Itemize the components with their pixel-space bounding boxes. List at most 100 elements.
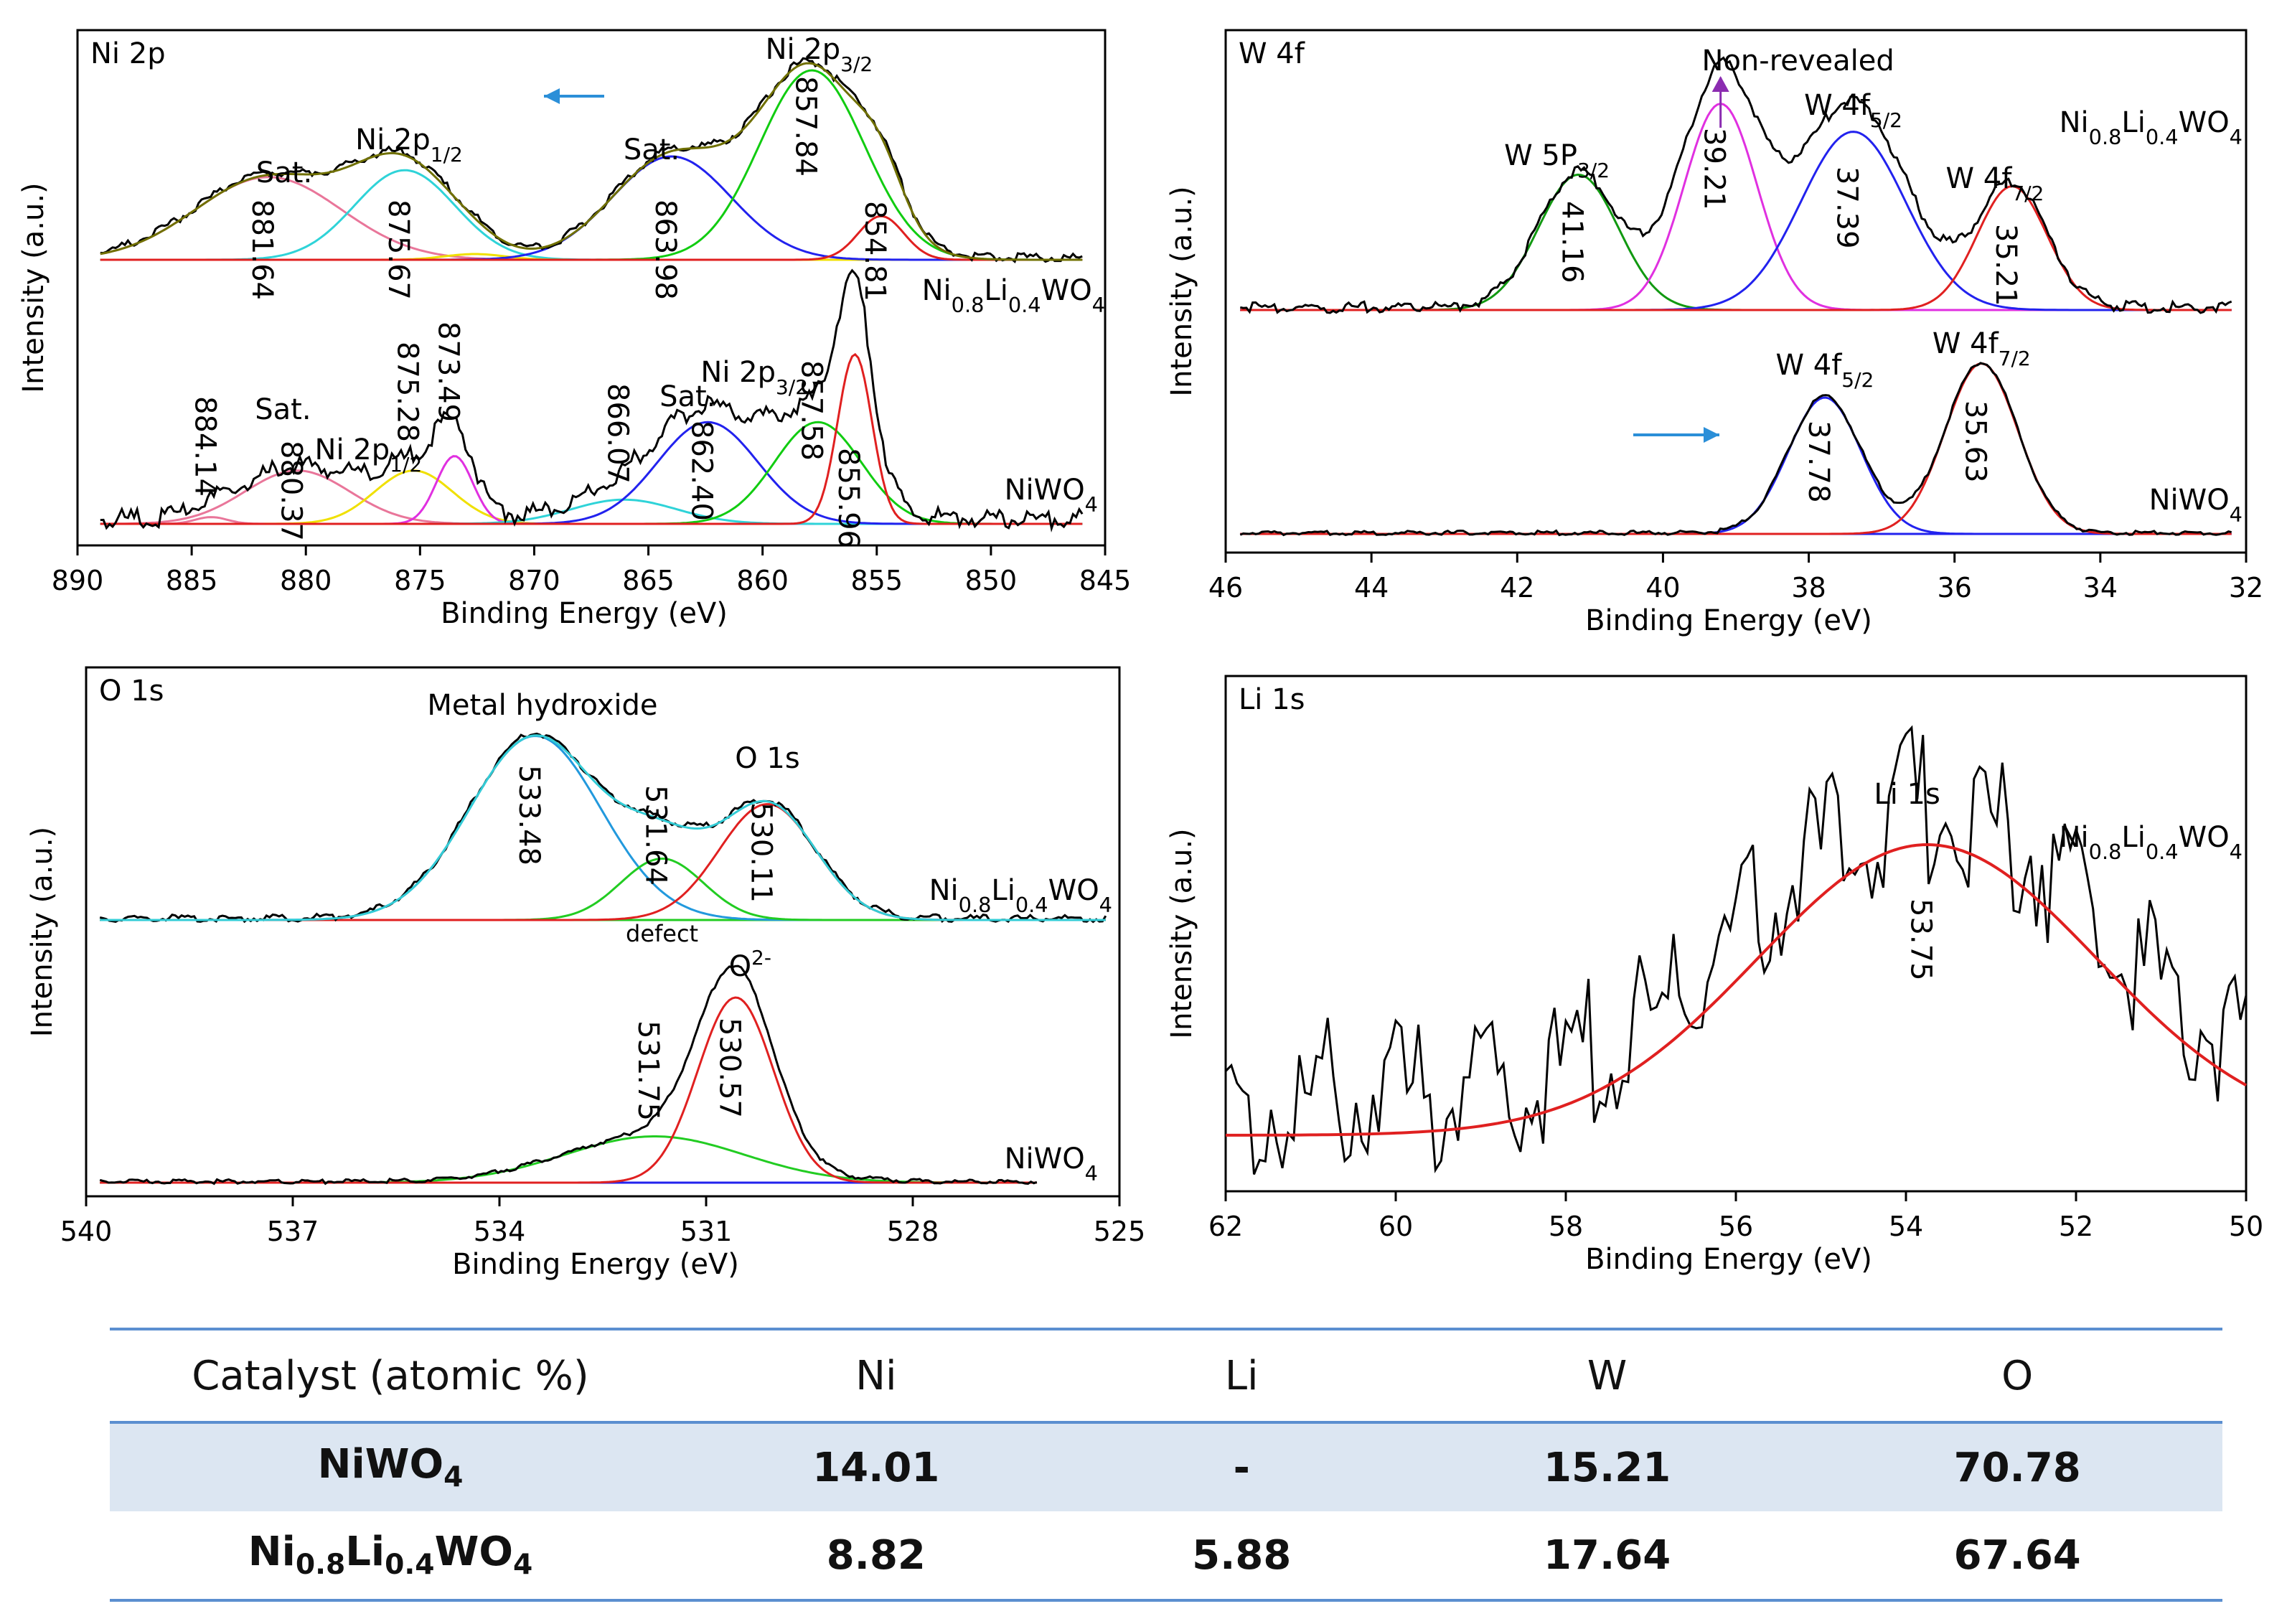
table-cell: 15.21 [1401, 1422, 1813, 1511]
catalyst-name-cell: NiWO4 [110, 1422, 671, 1511]
peak-position-label: 531.75 [631, 1020, 665, 1121]
x-tick-label: 525 [1094, 1216, 1146, 1247]
peak-annotation: W 4f7/2 [1946, 162, 2044, 205]
sample-label: NiWO4 [2149, 484, 2243, 527]
peak-position-label: 855.96 [832, 448, 865, 548]
non-revealed-annotation: Non-revealed [1702, 44, 1894, 78]
table-row: NiWO4 14.01 - 15.21 70.78 [110, 1422, 2222, 1511]
x-tick-label: 42 [1500, 572, 1534, 604]
peak-position-label: 862.40 [685, 421, 718, 521]
peak-annotation: W 4f5/2 [1775, 349, 1874, 392]
li1s-panel: 62 60 58 56 54 52 50 Binding Energy (eV) Intensi… [1165, 675, 2263, 1276]
plot-frame [1224, 29, 2248, 554]
x-tick-label: 62 [1208, 1211, 1243, 1242]
peak-position-label: 35.63 [1958, 400, 1991, 483]
y-axis-label: Intensity (a.u.) [1165, 828, 1198, 1038]
peak-annotation: Ni 2p3/2 [700, 356, 808, 399]
w4f-panel: 46 44 42 40 38 36 34 32 Binding Energy (eV) Inten… [1165, 29, 2263, 637]
x-axis-label: Binding Energy (eV) [441, 597, 728, 630]
table-cell: 8.82 [671, 1511, 1081, 1602]
x-axis-label: Binding Energy (eV) [452, 1248, 739, 1281]
peak-position-label: 884.14 [188, 396, 221, 497]
x-tick-label: 860 [736, 565, 789, 596]
raw-spectrum [1240, 56, 2232, 314]
table-cell: 5.88 [1081, 1511, 1402, 1602]
raw-spectrum [1239, 362, 2232, 537]
fit-component [100, 996, 1037, 1184]
peak-position-label: 37.78 [1802, 421, 1835, 503]
atomic-composition-table: Catalyst (atomic %) Ni Li W O NiWO4 14.0… [110, 1328, 2222, 1602]
x-tick-label: 40 [1645, 572, 1680, 604]
peak-position-label: 530.11 [744, 802, 777, 903]
peak-position-label: 873.49 [431, 321, 464, 422]
sample-label: Ni0.8Li0.4WO4 [922, 274, 1105, 317]
fit-component [1240, 131, 2232, 311]
fit-component [100, 215, 1083, 261]
ni2p-panel: 890 885 880 875 870 865 860 855 850 845 Binding En… [17, 29, 1131, 630]
peak-annotation: W 5P3/2 [1504, 139, 1610, 182]
x-axis-label: Binding Energy (eV) [1585, 604, 1872, 637]
peak-annotation: Li 1s [1874, 778, 1940, 811]
table-cell: 67.64 [1812, 1511, 2222, 1602]
peak-annotation: W 4f5/2 [1804, 89, 1902, 132]
raw-spectrum [99, 732, 1107, 924]
table-row: Ni0.8Li0.4WO4 8.82 5.88 17.64 67.64 [110, 1511, 2222, 1602]
y-axis-label: Intensity (a.u.) [1165, 186, 1198, 396]
raw-spectrum [1224, 725, 2248, 1175]
x-tick-label: 890 [52, 565, 104, 596]
fit-component [1240, 396, 2232, 535]
sample-label: Ni0.8Li0.4WO4 [929, 874, 1112, 917]
peak-annotation: W 4f7/2 [1933, 327, 2031, 370]
table-header-cell: W [1401, 1328, 1813, 1424]
x-tick-label: 36 [1938, 572, 1972, 604]
fit-component [100, 1135, 1037, 1184]
table-header-cell: O [1812, 1328, 2222, 1424]
peak-position-label: 857.58 [795, 360, 828, 461]
raw-spectrum [99, 964, 1038, 1186]
x-tick-label: 531 [680, 1216, 733, 1247]
fit-envelope [100, 62, 1083, 261]
table-cell: 70.78 [1812, 1422, 2222, 1511]
x-tick-label: 850 [965, 565, 1018, 596]
table-cell: 14.01 [671, 1422, 1081, 1511]
x-axis-label: Binding Energy (eV) [1585, 1243, 1872, 1276]
peak-position-label: 39.21 [1698, 128, 1731, 210]
table-header-row: Catalyst (atomic %) Ni Li W O [110, 1328, 2222, 1424]
peak-position-label: 533.48 [512, 765, 545, 865]
fit-component [100, 421, 1083, 525]
peak-position-label: 863.98 [649, 200, 682, 300]
x-tick-label: 46 [1208, 572, 1243, 604]
peak-position-label: 854.81 [858, 201, 891, 301]
peak-position-label: 35.21 [1989, 224, 2022, 306]
peak-position-label: 881.64 [245, 200, 278, 300]
peak-position-label: 530.57 [713, 1018, 746, 1118]
raw-spectrum [100, 268, 1084, 532]
x-tick-label: 855 [851, 565, 903, 596]
x-tick-label: 50 [2229, 1211, 2263, 1242]
x-tick-label: 865 [622, 565, 675, 596]
peak-position-label: 531.64 [639, 785, 672, 886]
peak-position-label: 41.16 [1556, 201, 1589, 283]
peak-position-label: 875.28 [390, 342, 423, 442]
fit-component [1240, 362, 2232, 535]
sample-label: Ni0.8Li0.4WO4 [2060, 821, 2243, 864]
x-tick-label: 56 [1719, 1211, 1753, 1242]
peak-annotation: Ni 2p3/2 [766, 33, 873, 76]
shift-arrow-left-head [544, 88, 560, 104]
metal-hydroxide-annotation: Metal hydroxide [427, 689, 657, 722]
plot-frame [1224, 675, 2248, 1193]
x-tick-label: 875 [394, 565, 446, 596]
peak-position-label: 880.37 [274, 441, 307, 541]
table-header-cell: Ni [671, 1328, 1081, 1424]
x-tick-label: 534 [474, 1216, 526, 1247]
x-tick-label: 58 [1549, 1211, 1583, 1242]
panel-label: W 4f [1239, 37, 1305, 70]
table-header-cell: Li [1081, 1328, 1402, 1424]
x-tick-label: 44 [1354, 572, 1389, 604]
fit-envelope [1226, 842, 2247, 1137]
x-tick-label: 60 [1379, 1211, 1413, 1242]
sample-label: Ni0.8Li0.4WO4 [2060, 106, 2243, 149]
x-tick-label: 537 [267, 1216, 319, 1247]
peak-position-label: 866.07 [601, 383, 634, 484]
o1s-panel: 540 537 534 531 528 525 Binding Energy (eV) Int… [26, 666, 1146, 1281]
